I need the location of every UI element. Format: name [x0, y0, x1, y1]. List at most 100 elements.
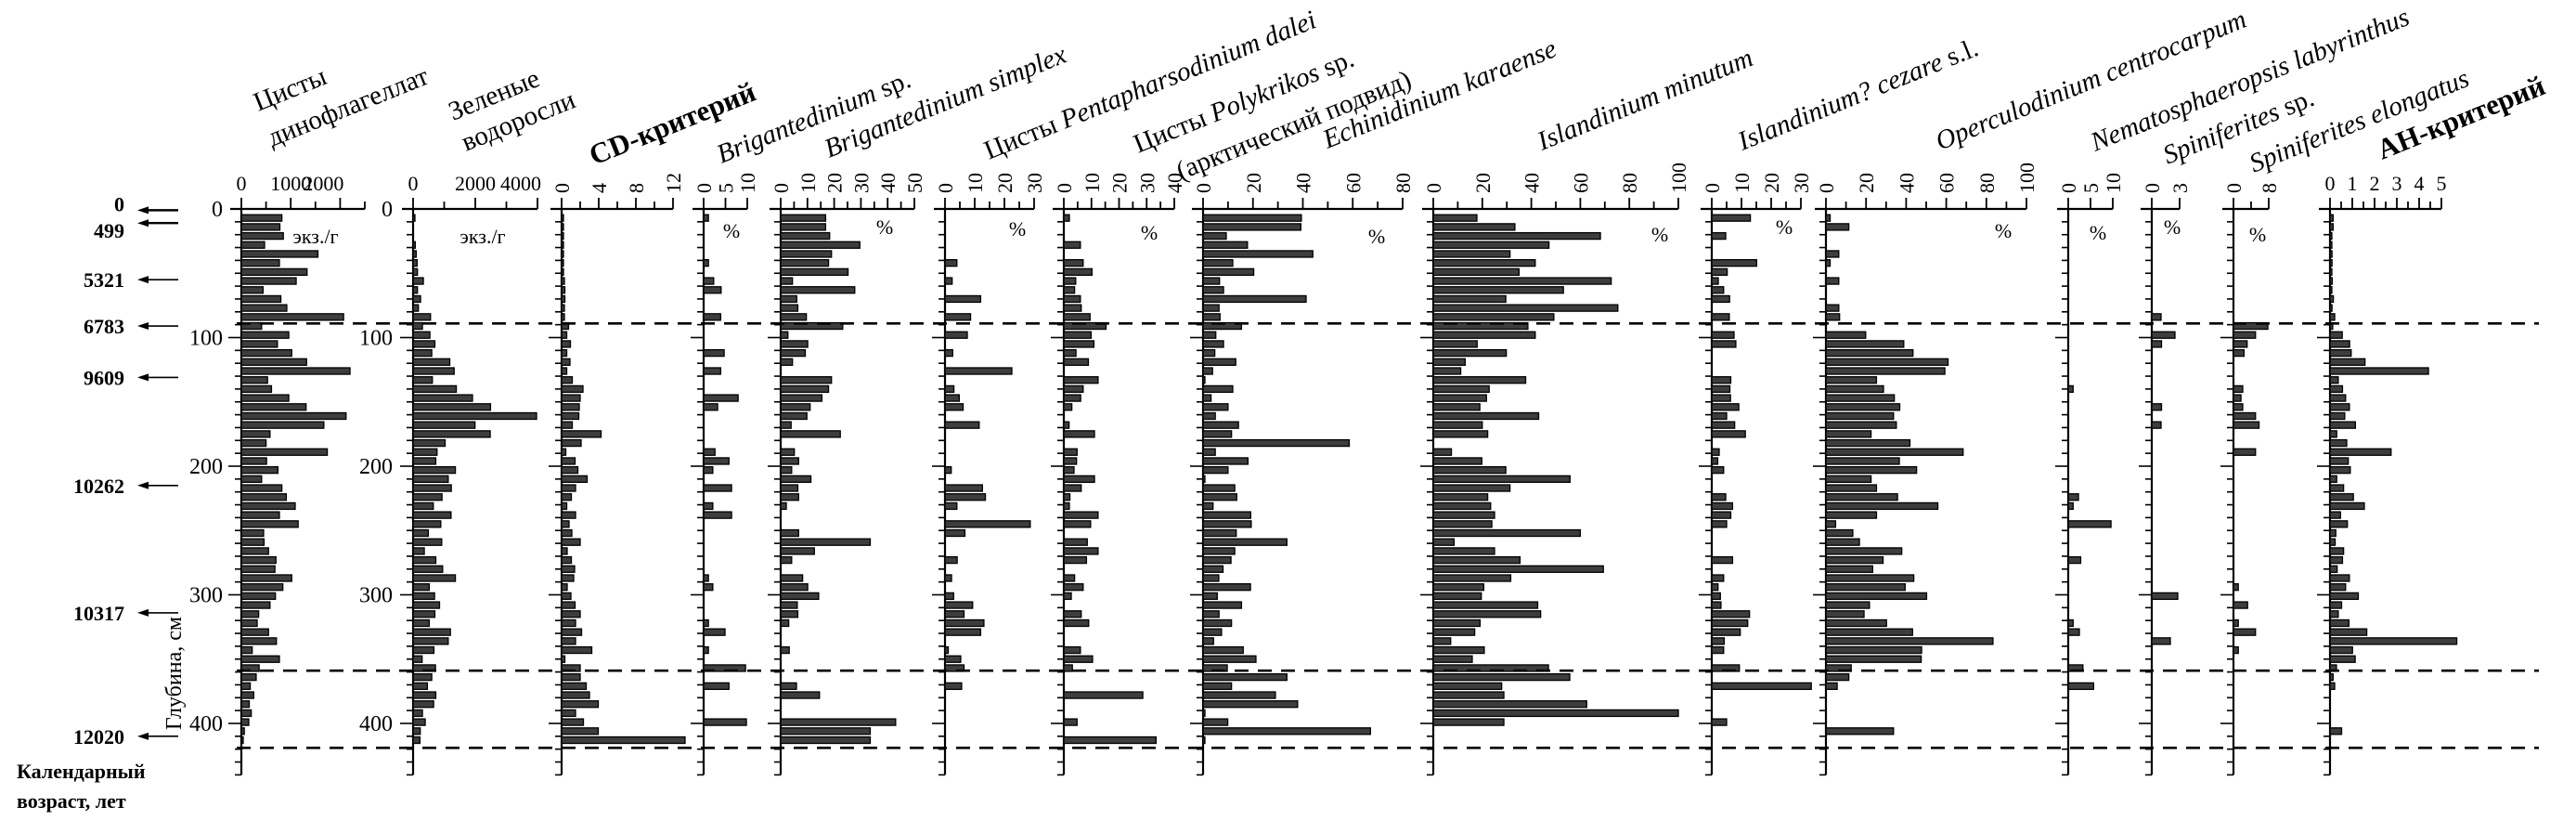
data-bar [1711, 718, 1728, 726]
data-bar [1202, 475, 1206, 483]
data-bar [240, 709, 252, 718]
data-bar [703, 394, 739, 402]
data-bar [412, 394, 473, 402]
data-bar [1825, 223, 1850, 231]
data-bar [1432, 348, 1508, 358]
data-bar [944, 682, 963, 690]
data-bar [2329, 267, 2333, 277]
age-label: 10317 [73, 602, 124, 625]
x-tick-label: 80 [1618, 173, 1641, 193]
data-bar [240, 610, 260, 618]
data-bar [2329, 313, 2336, 321]
data-bar [561, 735, 686, 745]
data-bar [1711, 501, 1734, 511]
data-bar [561, 520, 570, 528]
data-bar [1202, 313, 1221, 321]
data-bar [780, 610, 799, 618]
data-bar [1063, 286, 1076, 294]
x-tick-label: 30 [849, 173, 873, 193]
arrow-left-icon [137, 732, 149, 740]
data-bar [703, 466, 714, 475]
data-bar [240, 376, 268, 384]
x-tick-label: 2 [2370, 172, 2380, 195]
data-bar [561, 610, 581, 618]
data-bar [240, 250, 319, 258]
data-bar [561, 718, 585, 726]
data-bar [1825, 358, 1949, 366]
data-bar [1825, 565, 1873, 573]
data-bar [412, 438, 447, 448]
arrow-left-icon [137, 206, 149, 215]
data-bar [780, 538, 872, 546]
age-label: 499 [94, 219, 124, 242]
data-bar [2329, 484, 2345, 492]
data-bar [1202, 304, 1220, 312]
unit-label: % [2249, 223, 2266, 246]
data-bar [2233, 411, 2257, 421]
data-bar [561, 277, 565, 285]
data-bar [1825, 555, 1884, 565]
data-bar [240, 367, 351, 375]
data-bar [780, 601, 798, 609]
data-bar [2329, 493, 2354, 501]
x-tick-label: 50 [903, 173, 926, 193]
x-tick-label: 0 [1815, 183, 1838, 193]
data-bar [412, 501, 434, 511]
data-bar [2233, 348, 2246, 358]
data-bar [240, 321, 263, 331]
data-bar [1825, 340, 1905, 348]
data-bar [944, 618, 985, 628]
data-bar [2233, 331, 2257, 339]
data-bar [561, 466, 579, 475]
data-bar [1202, 637, 1214, 645]
data-bar [2329, 645, 2353, 655]
x-tick-label: 4 [588, 183, 611, 193]
unit-label: % [1009, 217, 1026, 241]
data-bar [412, 466, 457, 475]
data-bar [412, 709, 423, 718]
data-bar [1825, 430, 1872, 438]
data-bar [944, 520, 1031, 528]
data-bar [780, 727, 872, 735]
x-tick-label: 20 [1471, 173, 1495, 193]
data-bar [780, 250, 833, 258]
data-bar [240, 403, 307, 411]
data-bar [944, 466, 952, 475]
depth-tick-label: 300 [359, 584, 393, 608]
data-bar [561, 457, 576, 465]
data-bar [944, 501, 958, 511]
x-tick-label: 20 [823, 173, 847, 193]
data-bar [240, 718, 250, 726]
age-label: 0 [114, 192, 124, 215]
data-bar [412, 448, 438, 456]
data-bar [412, 574, 457, 582]
data-bar [2329, 574, 2350, 582]
data-bar [1432, 250, 1511, 258]
data-bar [1432, 583, 1485, 592]
data-bar [412, 358, 451, 366]
data-bar [1063, 475, 1095, 483]
data-bar [1432, 493, 1489, 501]
data-bar [1711, 618, 1749, 628]
data-bar [780, 304, 799, 312]
x-tick-label: 40 [876, 173, 900, 193]
data-bar [240, 555, 277, 565]
data-bar [1711, 583, 1719, 592]
data-bar [561, 645, 593, 655]
unit-label: экз./г [460, 225, 505, 248]
data-bar [944, 601, 974, 609]
data-bar [2329, 348, 2352, 358]
data-bar [1063, 267, 1093, 277]
data-bar [1063, 664, 1073, 672]
data-bar [240, 277, 297, 285]
x-tick-label: 3 [2392, 172, 2402, 195]
data-bar [1202, 583, 1251, 592]
data-bar [1711, 411, 1728, 421]
data-bar [412, 313, 432, 321]
data-bar [1063, 313, 1091, 321]
data-bar [1202, 628, 1223, 636]
x-tick-label: 0 [2141, 183, 2164, 193]
data-bar [412, 583, 431, 592]
data-bar [1432, 511, 1495, 519]
